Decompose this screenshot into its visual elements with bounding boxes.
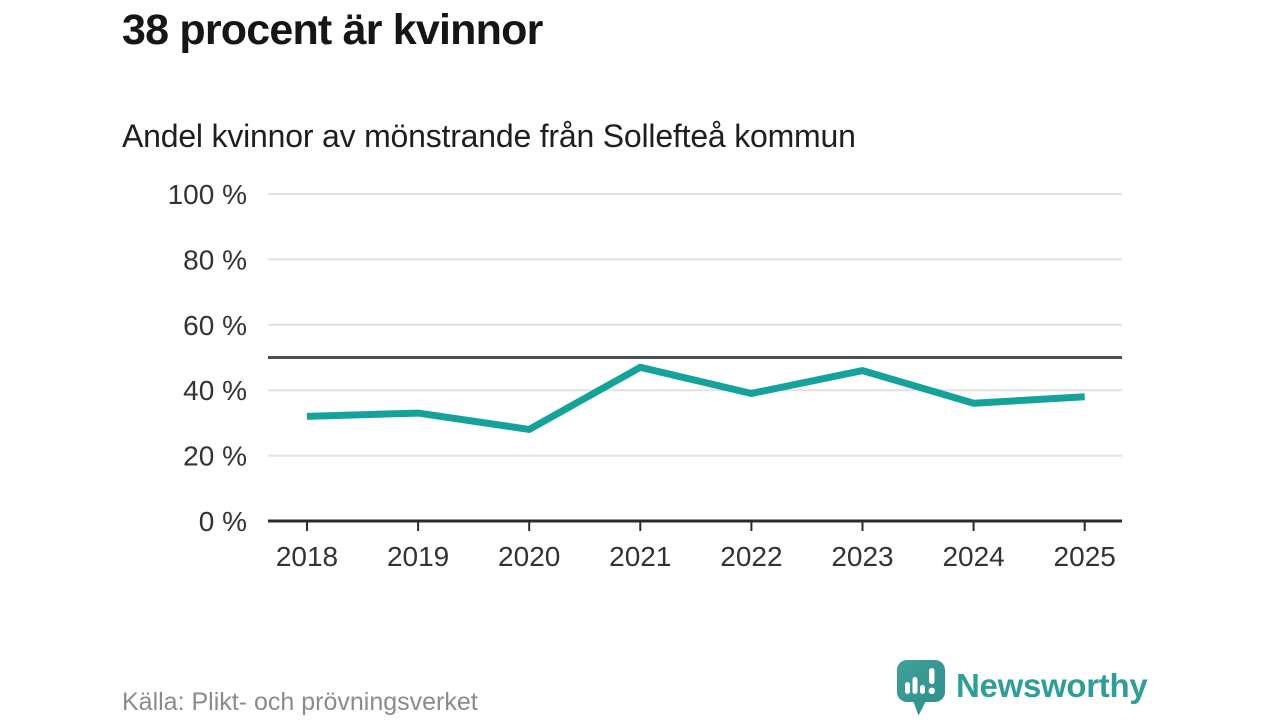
x-tick-label: 2020 xyxy=(498,541,560,572)
y-tick-label: 80 % xyxy=(183,244,247,275)
y-tick-label: 60 % xyxy=(183,310,247,341)
logo-bar-chart-glyph xyxy=(905,668,935,694)
x-tick-label: 2023 xyxy=(831,541,893,572)
y-tick-label: 0 % xyxy=(199,506,247,537)
y-tick-label: 100 % xyxy=(168,179,247,210)
y-tick-label: 20 % xyxy=(183,441,247,472)
x-tick-label: 2018 xyxy=(276,541,338,572)
x-tick-label: 2019 xyxy=(387,541,449,572)
data-line xyxy=(306,363,1085,433)
chart-title: 38 procent är kvinnor xyxy=(122,6,543,54)
newsworthy-speech-bubble-icon xyxy=(897,660,945,716)
chart-subtitle: Andel kvinnor av mönstrande från Solleft… xyxy=(122,118,856,154)
newsworthy-wordmark: Newsworthy xyxy=(956,666,1148,704)
x-tick-label: 2024 xyxy=(942,541,1004,572)
x-tick-label: 2022 xyxy=(720,541,782,572)
x-tick-label: 2025 xyxy=(1054,541,1116,572)
y-tick-label: 40 % xyxy=(183,375,247,406)
source-note: Källa: Plikt- och prövningsverket xyxy=(122,688,478,716)
newsworthy-logo: Newsworthy xyxy=(896,659,1148,717)
x-tick-label: 2021 xyxy=(609,541,671,572)
